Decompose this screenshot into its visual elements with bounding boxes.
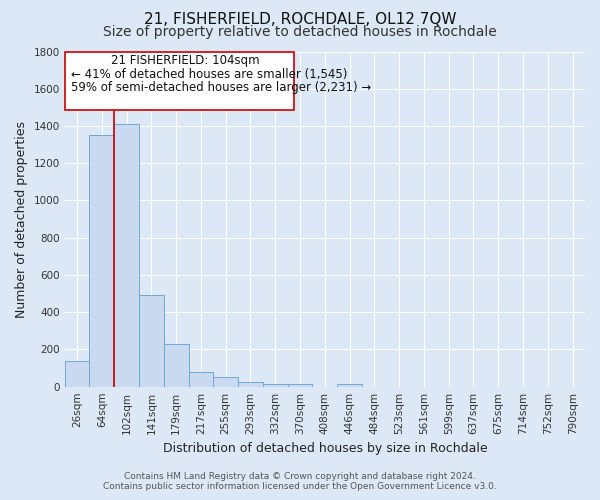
Text: Contains public sector information licensed under the Open Government Licence v3: Contains public sector information licen…	[103, 482, 497, 491]
Bar	[238, 382, 263, 386]
Bar	[287, 384, 313, 386]
Y-axis label: Number of detached properties: Number of detached properties	[15, 120, 28, 318]
Bar	[139, 294, 164, 386]
Bar	[337, 384, 362, 386]
Text: Contains HM Land Registry data © Crown copyright and database right 2024.: Contains HM Land Registry data © Crown c…	[124, 472, 476, 481]
Bar	[263, 384, 287, 386]
Bar	[89, 136, 114, 386]
Bar	[214, 378, 238, 386]
Text: 59% of semi-detached houses are larger (2,231) →: 59% of semi-detached houses are larger (…	[71, 82, 371, 94]
Bar	[188, 372, 214, 386]
Text: ← 41% of detached houses are smaller (1,545): ← 41% of detached houses are smaller (1,…	[71, 68, 347, 81]
Bar	[114, 124, 139, 386]
Bar	[65, 360, 89, 386]
Text: Size of property relative to detached houses in Rochdale: Size of property relative to detached ho…	[103, 25, 497, 39]
X-axis label: Distribution of detached houses by size in Rochdale: Distribution of detached houses by size …	[163, 442, 487, 455]
Bar	[164, 344, 188, 387]
Text: 21 FISHERFIELD: 104sqm: 21 FISHERFIELD: 104sqm	[111, 54, 259, 67]
Text: 21, FISHERFIELD, ROCHDALE, OL12 7QW: 21, FISHERFIELD, ROCHDALE, OL12 7QW	[144, 12, 456, 28]
